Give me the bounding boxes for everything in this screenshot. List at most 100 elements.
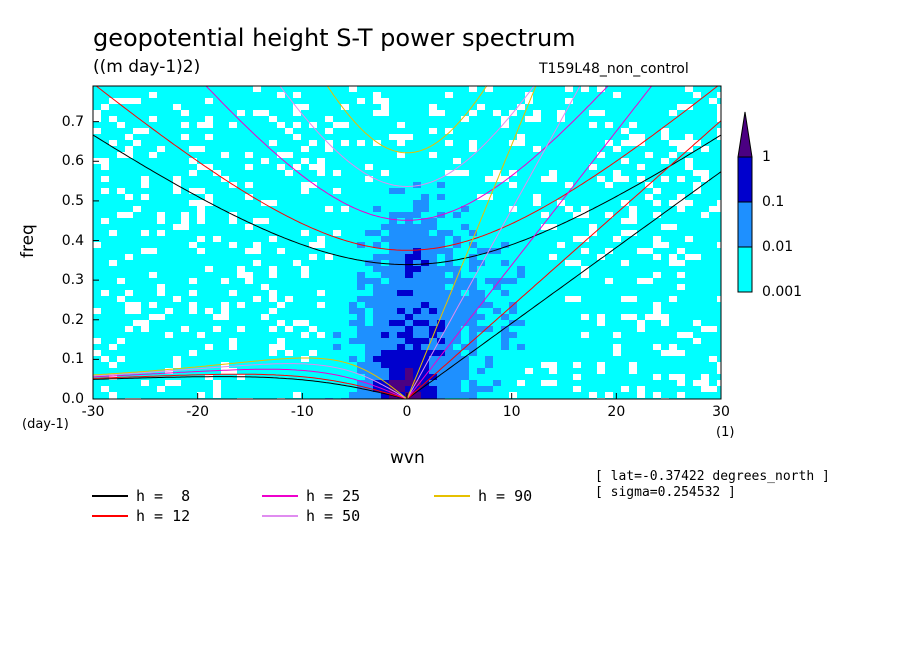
field-cell: [93, 308, 102, 315]
field-cell: [453, 314, 462, 321]
field-cell: [205, 290, 214, 297]
field-cell: [309, 224, 318, 231]
field-cell: [405, 158, 414, 165]
field-cell: [149, 104, 158, 111]
field-cell: [437, 296, 446, 303]
field-cell: [445, 224, 454, 231]
field-cell: [669, 128, 678, 135]
field-cell: [341, 158, 350, 165]
field-cell: [253, 344, 262, 351]
field-cell: [181, 164, 190, 171]
latitude-info: [ lat=-0.37422 degrees_north ]: [595, 469, 830, 484]
field-cell: [613, 146, 622, 153]
field-cell: [277, 128, 286, 135]
field-cell: [365, 200, 374, 207]
field-cell: [421, 140, 430, 147]
field-cell: [109, 236, 118, 243]
field-cell: [653, 332, 662, 339]
field-cell: [229, 362, 238, 369]
field-cell: [501, 194, 510, 201]
field-cell: [405, 368, 414, 375]
field-cell: [677, 302, 686, 309]
field-cell: [573, 194, 582, 201]
field-cell: [333, 338, 342, 345]
field-cell: [349, 116, 358, 123]
field-cell: [373, 182, 382, 189]
field-cell: [677, 278, 686, 285]
field-cell: [477, 272, 486, 279]
field-cell: [149, 260, 158, 267]
field-cell: [373, 158, 382, 165]
field-cell: [325, 260, 334, 267]
field-cell: [293, 152, 302, 159]
field-cell: [621, 368, 630, 375]
field-cell: [301, 320, 310, 327]
field-cell: [429, 272, 438, 279]
field-cell: [613, 104, 622, 111]
field-cell: [189, 254, 198, 261]
field-cell: [157, 290, 166, 297]
field-cell: [637, 236, 646, 243]
field-cell: [661, 284, 670, 291]
field-cell: [157, 248, 166, 255]
field-cell: [581, 272, 590, 279]
field-cell: [501, 152, 510, 159]
field-cell: [453, 278, 462, 285]
field-cell: [149, 140, 158, 147]
field-cell: [701, 230, 710, 237]
field-cell: [437, 368, 446, 375]
field-cell: [173, 284, 182, 291]
field-cell: [653, 278, 662, 285]
field-cell: [309, 248, 318, 255]
field-cell: [429, 170, 438, 177]
field-cell: [605, 152, 614, 159]
field-cell: [445, 332, 454, 339]
field-cell: [533, 92, 542, 99]
field-cell: [189, 164, 198, 171]
field-cell: [669, 170, 678, 177]
field-cell: [133, 158, 142, 165]
field-cell: [573, 386, 582, 393]
field-cell: [189, 308, 198, 315]
field-cell: [485, 338, 494, 345]
field-cell: [565, 206, 574, 213]
field-cell: [237, 104, 246, 111]
field-cell: [613, 308, 622, 315]
field-cell: [173, 242, 182, 249]
field-cell: [613, 260, 622, 267]
field-cell: [557, 374, 566, 381]
field-cell: [405, 308, 414, 315]
field-cell: [189, 218, 198, 225]
field-cell: [445, 218, 454, 225]
field-cell: [157, 332, 166, 339]
field-cell: [469, 386, 478, 393]
field-cell: [229, 158, 238, 165]
field-cell: [245, 182, 254, 189]
field-cell: [317, 344, 326, 351]
field-cell: [237, 194, 246, 201]
field-cell: [301, 266, 310, 273]
field-cell: [613, 236, 622, 243]
field-cell: [445, 92, 454, 99]
field-cell: [509, 344, 518, 351]
field-cell: [509, 218, 518, 225]
field-cell: [589, 356, 598, 363]
field-cell: [693, 164, 702, 171]
field-cell: [205, 194, 214, 201]
field-cell: [717, 110, 721, 117]
field-cell: [533, 134, 542, 141]
field-cell: [637, 182, 646, 189]
field-cell: [549, 272, 558, 279]
field-cell: [605, 188, 614, 195]
field-cell: [261, 368, 270, 375]
field-cell: [517, 158, 526, 165]
field-cell: [101, 140, 110, 147]
field-cell: [373, 338, 382, 345]
field-cell: [125, 176, 134, 183]
field-cell: [637, 284, 646, 291]
field-cell: [325, 200, 334, 207]
field-cell: [573, 392, 582, 399]
field-cell: [565, 248, 574, 255]
field-cell: [429, 350, 438, 357]
field-cell: [365, 194, 374, 201]
